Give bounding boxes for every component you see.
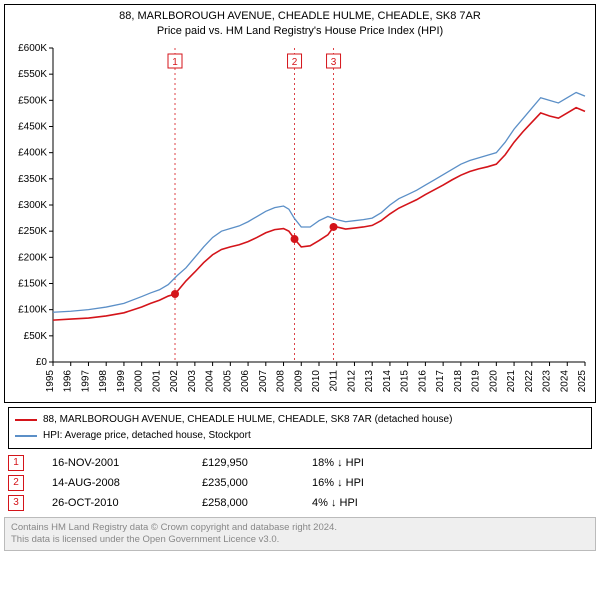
attribution-line-2: This data is licensed under the Open Gov… <box>11 534 589 546</box>
svg-text:£500K: £500K <box>18 95 47 106</box>
transaction-diff: 4% ↓ HPI <box>312 497 422 509</box>
svg-text:1995: 1995 <box>45 369 56 392</box>
transaction-marker-1: 1 <box>8 455 24 471</box>
transaction-diff: 16% ↓ HPI <box>312 477 422 489</box>
svg-text:2010: 2010 <box>311 369 322 392</box>
svg-text:2005: 2005 <box>222 369 233 392</box>
svg-text:2020: 2020 <box>488 369 499 392</box>
svg-text:£600K: £600K <box>18 43 47 54</box>
transaction-date: 16-NOV-2001 <box>52 457 202 469</box>
svg-text:1: 1 <box>172 57 178 68</box>
svg-text:2017: 2017 <box>435 369 446 392</box>
svg-text:2025: 2025 <box>577 369 588 392</box>
svg-text:2009: 2009 <box>293 369 304 392</box>
svg-text:1998: 1998 <box>98 369 109 392</box>
title-block: 88, MARLBOROUGH AVENUE, CHEADLE HULME, C… <box>5 5 595 42</box>
transaction-marker-2: 2 <box>8 475 24 491</box>
svg-text:2001: 2001 <box>151 369 162 392</box>
legend: 88, MARLBOROUGH AVENUE, CHEADLE HULME, C… <box>8 407 592 449</box>
svg-text:2006: 2006 <box>240 369 251 392</box>
transaction-row: 3 26-OCT-2010 £258,000 4% ↓ HPI <box>8 493 592 513</box>
svg-text:£50K: £50K <box>24 331 48 342</box>
svg-text:£350K: £350K <box>18 174 47 185</box>
legend-label-hpi: HPI: Average price, detached house, Stoc… <box>43 430 251 441</box>
svg-text:2: 2 <box>292 57 298 68</box>
transaction-date: 26-OCT-2010 <box>52 497 202 509</box>
svg-text:1999: 1999 <box>116 369 127 392</box>
svg-text:2014: 2014 <box>382 369 393 392</box>
svg-text:2012: 2012 <box>346 369 357 392</box>
attribution-box: Contains HM Land Registry data © Crown c… <box>4 517 596 552</box>
svg-text:2018: 2018 <box>453 369 464 392</box>
legend-item-property: 88, MARLBOROUGH AVENUE, CHEADLE HULME, C… <box>15 412 585 428</box>
transaction-marker-3: 3 <box>8 495 24 511</box>
svg-text:2004: 2004 <box>205 369 216 392</box>
legend-swatch-hpi <box>15 435 37 437</box>
svg-text:£150K: £150K <box>18 278 47 289</box>
svg-text:£550K: £550K <box>18 69 47 80</box>
price-chart: £0 £50K £100K £150K £200K £250K £300K £350K £400… <box>5 42 595 402</box>
svg-text:£250K: £250K <box>18 226 47 237</box>
svg-text:2022: 2022 <box>524 369 535 392</box>
svg-text:1996: 1996 <box>63 369 74 392</box>
svg-text:2015: 2015 <box>400 369 411 392</box>
svg-text:2021: 2021 <box>506 369 517 392</box>
svg-text:2008: 2008 <box>276 369 287 392</box>
transaction-price: £258,000 <box>202 497 312 509</box>
svg-text:2024: 2024 <box>559 369 570 392</box>
svg-text:2023: 2023 <box>542 369 553 392</box>
transaction-price: £129,950 <box>202 457 312 469</box>
legend-item-hpi: HPI: Average price, detached house, Stoc… <box>15 428 585 444</box>
svg-text:2007: 2007 <box>258 369 269 392</box>
transaction-diff: 18% ↓ HPI <box>312 457 422 469</box>
svg-text:2016: 2016 <box>417 369 428 392</box>
attribution-line-1: Contains HM Land Registry data © Crown c… <box>11 522 589 534</box>
svg-text:£100K: £100K <box>18 304 47 315</box>
svg-text:2003: 2003 <box>187 369 198 392</box>
svg-text:2011: 2011 <box>329 369 340 391</box>
title-line-2: Price paid vs. HM Land Registry's House … <box>5 24 595 39</box>
chart-container: 88, MARLBOROUGH AVENUE, CHEADLE HULME, C… <box>4 4 596 403</box>
svg-text:2013: 2013 <box>364 369 375 392</box>
legend-label-property: 88, MARLBOROUGH AVENUE, CHEADLE HULME, C… <box>43 414 452 425</box>
svg-text:1997: 1997 <box>80 369 91 392</box>
title-line-1: 88, MARLBOROUGH AVENUE, CHEADLE HULME, C… <box>5 9 595 24</box>
svg-text:£200K: £200K <box>18 252 47 263</box>
svg-text:2002: 2002 <box>169 369 180 392</box>
svg-text:£300K: £300K <box>18 200 47 211</box>
transactions-table: 1 16-NOV-2001 £129,950 18% ↓ HPI 2 14-AU… <box>8 453 592 513</box>
transaction-price: £235,000 <box>202 477 312 489</box>
transaction-row: 1 16-NOV-2001 £129,950 18% ↓ HPI <box>8 453 592 473</box>
svg-text:£450K: £450K <box>18 121 47 132</box>
svg-text:£400K: £400K <box>18 147 47 158</box>
svg-text:2019: 2019 <box>471 369 482 392</box>
svg-text:£0: £0 <box>36 357 48 368</box>
transaction-date: 14-AUG-2008 <box>52 477 202 489</box>
transaction-row: 2 14-AUG-2008 £235,000 16% ↓ HPI <box>8 473 592 493</box>
svg-text:3: 3 <box>331 57 337 68</box>
legend-swatch-property <box>15 419 37 421</box>
svg-text:2000: 2000 <box>134 369 145 392</box>
